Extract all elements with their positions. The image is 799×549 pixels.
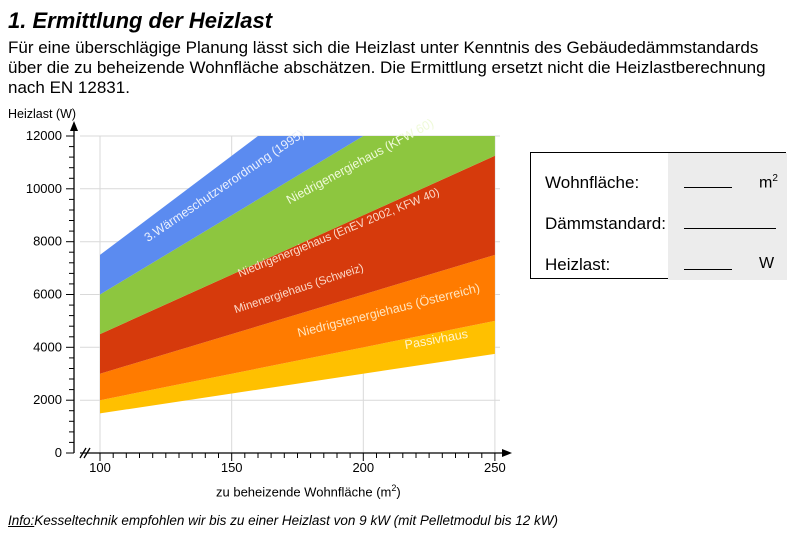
svg-text:100: 100 [89, 460, 111, 475]
svg-text:10000: 10000 [26, 181, 62, 196]
svg-text:0: 0 [55, 445, 62, 460]
svg-text:6000: 6000 [33, 287, 62, 302]
svg-text:200: 200 [352, 460, 374, 475]
svg-text:4000: 4000 [33, 339, 62, 354]
svg-text:150: 150 [221, 460, 243, 475]
svg-text:12000: 12000 [26, 128, 62, 143]
svg-text:2000: 2000 [33, 392, 62, 407]
svg-text:8000: 8000 [33, 234, 62, 249]
svg-text:250: 250 [484, 460, 506, 475]
